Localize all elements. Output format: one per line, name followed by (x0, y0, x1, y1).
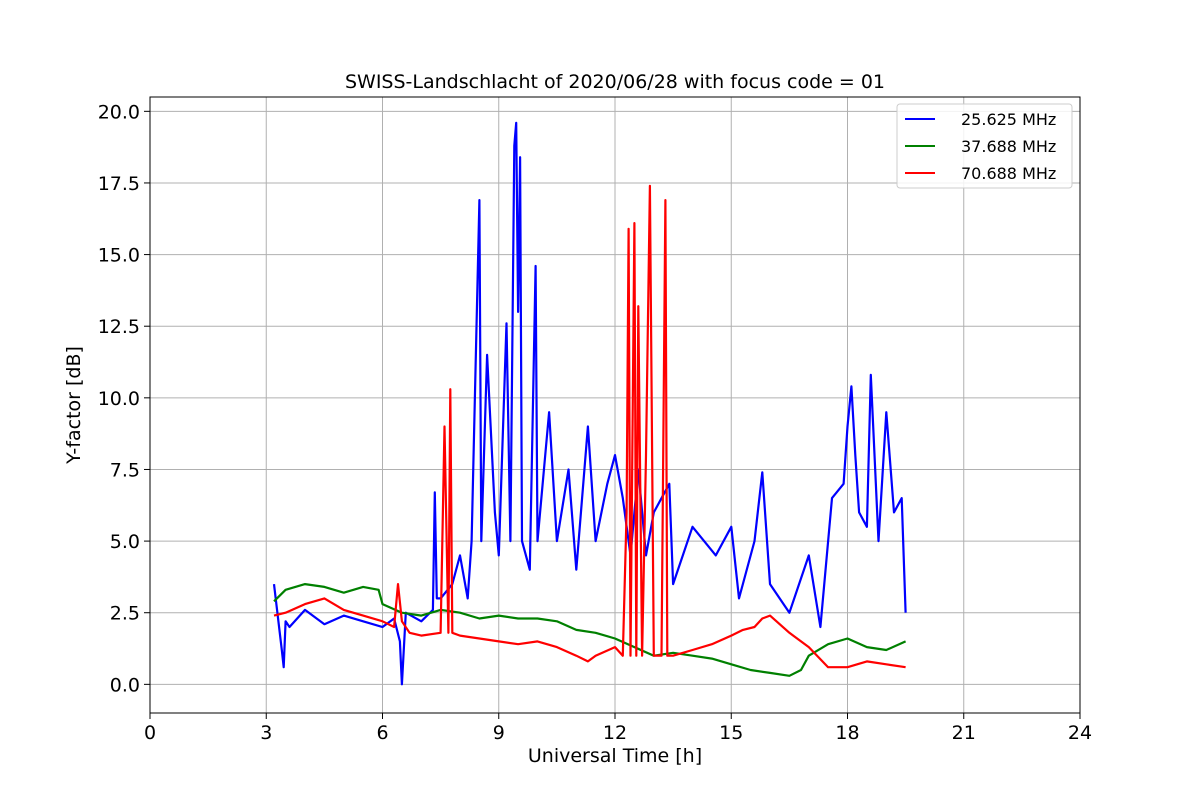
x-tick-label: 3 (260, 722, 272, 744)
x-tick-label: 15 (719, 722, 743, 744)
series-lines (272, 121, 907, 686)
y-tick-label: 17.5 (98, 173, 140, 195)
x-axis-ticks: 0 3 6 9 12 15 18 21 24 (144, 713, 1092, 744)
legend-label-3: 70.688 MHz (961, 164, 1056, 183)
series-line-1 (272, 121, 907, 686)
y-tick-label: 2.5 (110, 603, 140, 625)
y-tick-label: 15.0 (98, 245, 140, 267)
x-tick-label: 12 (603, 722, 627, 744)
y-tick-label: 0.0 (110, 674, 140, 696)
y-tick-label: 20.0 (98, 101, 140, 123)
y-axis-label: Y-factor [dB] (63, 346, 85, 465)
x-tick-label: 21 (952, 722, 976, 744)
legend-label-2: 37.688 MHz (961, 137, 1056, 156)
y-tick-label: 7.5 (110, 459, 140, 481)
legend-label-1: 25.625 MHz (961, 110, 1056, 129)
x-tick-label: 6 (376, 722, 388, 744)
y-tick-label: 5.0 (110, 531, 140, 553)
x-axis-label: Universal Time [h] (528, 745, 702, 767)
x-tick-label: 9 (493, 722, 505, 744)
series-line-2 (273, 582, 907, 677)
legend: 25.625 MHz 37.688 MHz 70.688 MHz (896, 103, 1073, 189)
legend-box (896, 103, 1073, 189)
chart-title: SWISS-Landschlacht of 2020/06/28 with fo… (345, 71, 885, 93)
y-axis-ticks: 0.0 2.5 5.0 7.5 10.0 12.5 15.0 17.5 20.0 (98, 101, 150, 696)
y-tick-label: 10.0 (98, 388, 140, 410)
x-tick-label: 18 (835, 722, 859, 744)
x-tick-label: 0 (144, 722, 156, 744)
series-line-3 (273, 184, 906, 669)
y-tick-label: 12.5 (98, 316, 140, 338)
x-tick-label: 24 (1068, 722, 1092, 744)
